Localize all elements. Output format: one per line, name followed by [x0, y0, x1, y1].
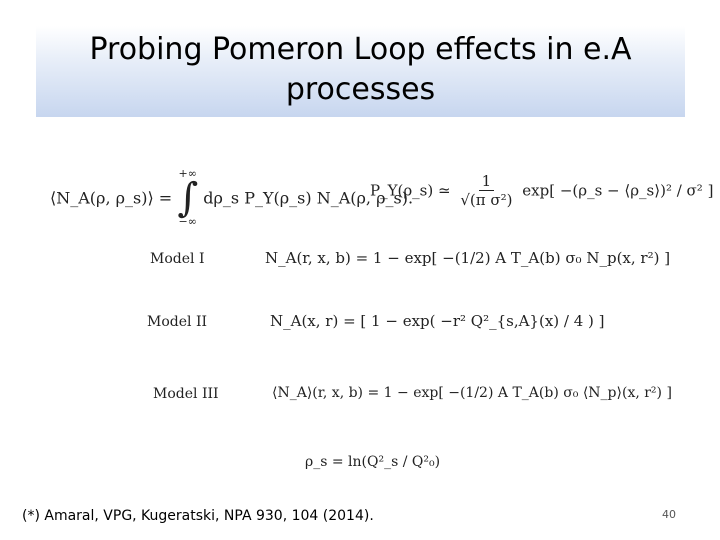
page-number: 40: [662, 508, 676, 521]
eq2-denominator: √(π σ²): [460, 191, 513, 209]
eq1-lhs: ⟨N_A(ρ, ρ_s)⟩ =: [50, 188, 173, 208]
model-3-label: Model III: [153, 386, 219, 402]
eq2-exponential: exp[ −(ρ_s − ⟨ρ_s⟩)² / σ² ]: [522, 181, 714, 200]
eq2-fraction: 1 √(π σ²): [457, 172, 515, 209]
equation-probability-distribution: P_Y(ρ_s) ≃ 1 √(π σ²) exp[ −(ρ_s − ⟨ρ_s⟩)…: [370, 172, 713, 209]
eq2-numerator: 1: [478, 172, 495, 191]
eq1-rhs: dρ_s P_Y(ρ_s) N_A(ρ, ρ_s).: [203, 188, 414, 208]
eq2-lhs: P_Y(ρ_s) ≃: [370, 181, 451, 200]
model-1-label: Model I: [150, 251, 205, 267]
reference-footnote: (*) Amaral, VPG, Kugeratski, NPA 930, 10…: [22, 508, 374, 524]
slide-title: Probing Pomeron Loop effects in e.A proc…: [89, 32, 632, 107]
equation-model-1: N_A(r, x, b) = 1 − exp[ −(1/2) A T_A(b) …: [265, 249, 671, 267]
model-2-label: Model II: [147, 314, 207, 330]
equation-model-2: N_A(x, r) = [ 1 − exp( −r² Q²_{s,A}(x) /…: [270, 312, 605, 330]
integral-lower-limit: −∞: [178, 215, 197, 228]
equation-rho-definition: ρ_s = ln(Q²_s / Q²₀): [305, 454, 441, 470]
title-band: [36, 26, 685, 117]
equation-model-3: ⟨N_A⟩(r, x, b) = 1 − exp[ −(1/2) A T_A(b…: [272, 385, 672, 401]
equation-average-amplitude: ⟨N_A(ρ, ρ_s)⟩ = +∞ ∫ −∞ dρ_s P_Y(ρ_s) N_…: [50, 168, 413, 228]
integral-sign: +∞ ∫ −∞: [177, 167, 199, 228]
integral-upper-limit: +∞: [178, 167, 197, 180]
